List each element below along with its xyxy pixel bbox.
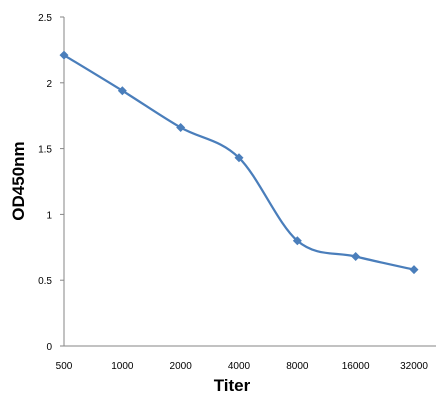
data-point-marker bbox=[409, 265, 419, 275]
y-tick-label: 2 bbox=[46, 79, 52, 90]
data-point-marker bbox=[176, 123, 186, 133]
x-tick-label: 8000 bbox=[286, 361, 309, 372]
series-line bbox=[63, 54, 415, 271]
y-ticks: 0 0.5 1 1.5 2 2.5 bbox=[38, 13, 64, 353]
y-tick-label: 2.5 bbox=[38, 13, 52, 24]
data-point-marker bbox=[351, 252, 361, 262]
x-tick-label: 16000 bbox=[342, 361, 370, 372]
y-tick-label: 0 bbox=[46, 342, 52, 353]
y-tick-label: 1.5 bbox=[38, 145, 52, 156]
y-tick-label: 0.5 bbox=[38, 276, 52, 287]
data-point-marker bbox=[117, 86, 127, 96]
axes bbox=[63, 17, 436, 347]
y-tick-label: 1 bbox=[46, 210, 52, 221]
x-ticks: 500 1000 2000 4000 8000 16000 32000 bbox=[56, 361, 429, 372]
x-axis-title: Titer bbox=[214, 376, 251, 395]
x-tick-label: 1000 bbox=[111, 361, 134, 372]
x-tick-label: 4000 bbox=[228, 361, 251, 372]
y-axis-title: OD450nm bbox=[9, 141, 28, 220]
data-point-marker bbox=[59, 50, 69, 60]
x-tick-label: 500 bbox=[56, 361, 73, 372]
data-point-marker bbox=[234, 153, 244, 163]
x-tick-label: 32000 bbox=[400, 361, 428, 372]
data-point-marker bbox=[292, 236, 302, 246]
series-layer bbox=[59, 50, 419, 275]
x-tick-label: 2000 bbox=[170, 361, 193, 372]
